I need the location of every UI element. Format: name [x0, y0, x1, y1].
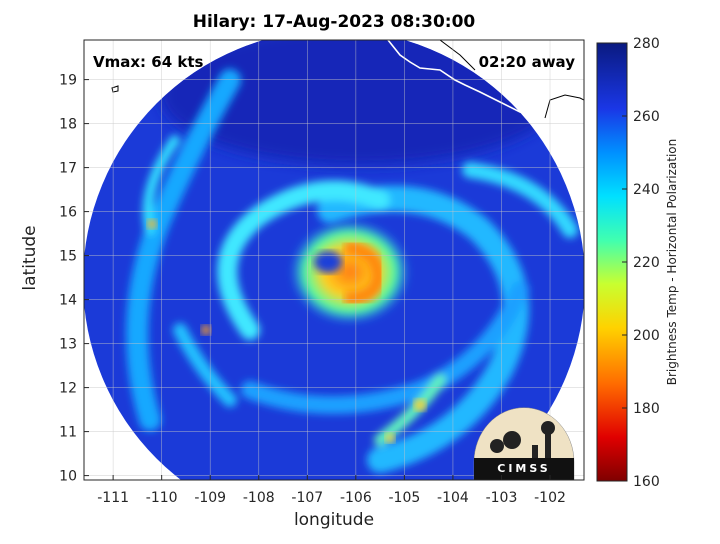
- colorbar-tick-label: 240: [633, 182, 660, 198]
- y-axis: 10 11 12 13 14 15 16 17 18 19: [59, 73, 89, 485]
- x-tick-label: -108: [243, 490, 275, 506]
- colorbar-tick-label: 160: [633, 474, 660, 490]
- y-tick-label: 18: [59, 117, 77, 133]
- x-tick-label: -102: [534, 490, 566, 506]
- colorbar-tick-label: 280: [633, 36, 660, 52]
- y-tick-label: 12: [59, 381, 77, 397]
- colorbar-ticks: 160 180 200 220 240 260 280: [622, 36, 660, 490]
- cimss-logo: [473, 407, 575, 481]
- axes-frame: [83, 39, 585, 481]
- y-tick-label: 15: [59, 249, 77, 265]
- y-tick-label: 14: [59, 293, 77, 309]
- y-tick-label: 11: [59, 425, 77, 441]
- satellite-swath: [84, 40, 584, 480]
- cimss-logo-text: CIMSS: [497, 462, 551, 475]
- state-border-2: [439, 40, 476, 71]
- figure-title: Hilary: 17-Aug-2023 08:30:00: [192, 12, 476, 32]
- x-tick-label: -106: [340, 490, 372, 506]
- x-tick-label: -103: [486, 490, 518, 506]
- grid-lines: [84, 40, 584, 480]
- island: [111, 85, 119, 93]
- y-axis-label: latitude: [20, 225, 40, 291]
- coastline: [387, 40, 584, 125]
- colorbar-tick-label: 220: [633, 255, 660, 271]
- colorbar-tick-label: 180: [633, 401, 660, 417]
- colorbar-tick-label: 260: [633, 109, 660, 125]
- x-tick-label: -110: [146, 490, 178, 506]
- state-border: [544, 94, 584, 119]
- x-tick-label: -104: [437, 490, 469, 506]
- vmax-label: Vmax: 64 kts: [93, 53, 204, 71]
- y-tick-label: 17: [59, 161, 77, 177]
- x-tick-label: -111: [97, 490, 129, 506]
- colorbar-label: Brightness Temp - Horizontal Polarizatio…: [665, 138, 679, 386]
- x-tick-label: -109: [194, 490, 226, 506]
- time-away-label: 02:20 away: [478, 53, 575, 71]
- y-tick-label: 19: [59, 73, 77, 89]
- y-tick-label: 10: [59, 469, 77, 485]
- x-tick-label: -107: [291, 490, 323, 506]
- x-axis-label: longitude: [293, 510, 375, 530]
- y-tick-label: 16: [59, 205, 77, 221]
- colorbar-tick-label: 200: [633, 328, 660, 344]
- x-tick-label: -105: [388, 490, 420, 506]
- y-tick-label: 13: [59, 337, 77, 353]
- x-axis: -111 -110 -109 -108 -107 -106 -105 -104 -103 -102: [97, 475, 566, 506]
